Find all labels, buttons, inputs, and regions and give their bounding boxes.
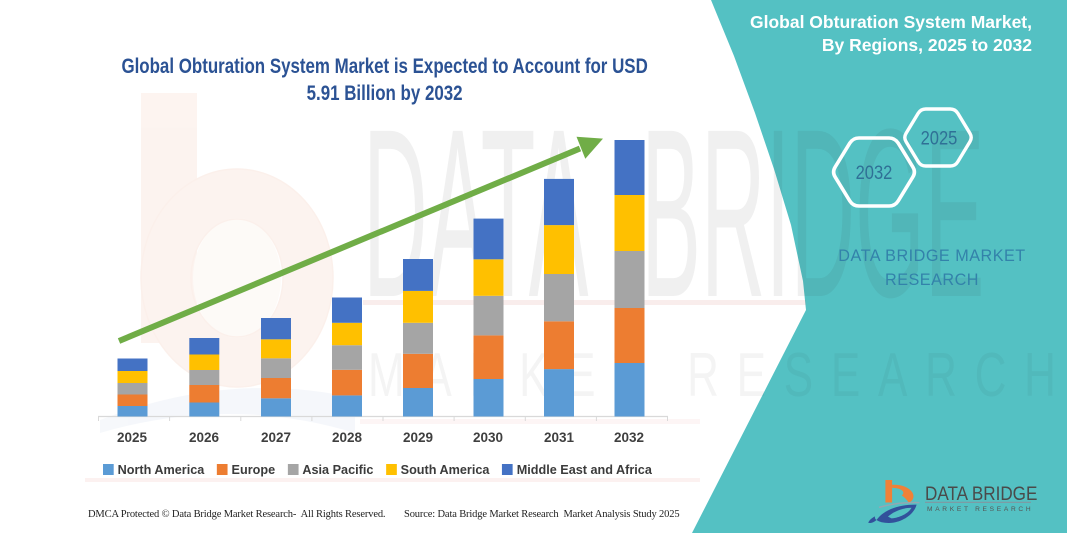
svg-text:2025: 2025 bbox=[921, 127, 958, 148]
svg-text:MARKET RESEARCH: MARKET RESEARCH bbox=[927, 506, 1033, 513]
svg-text:2032: 2032 bbox=[856, 162, 893, 183]
svg-text:DATA BRIDGE: DATA BRIDGE bbox=[925, 483, 1037, 504]
